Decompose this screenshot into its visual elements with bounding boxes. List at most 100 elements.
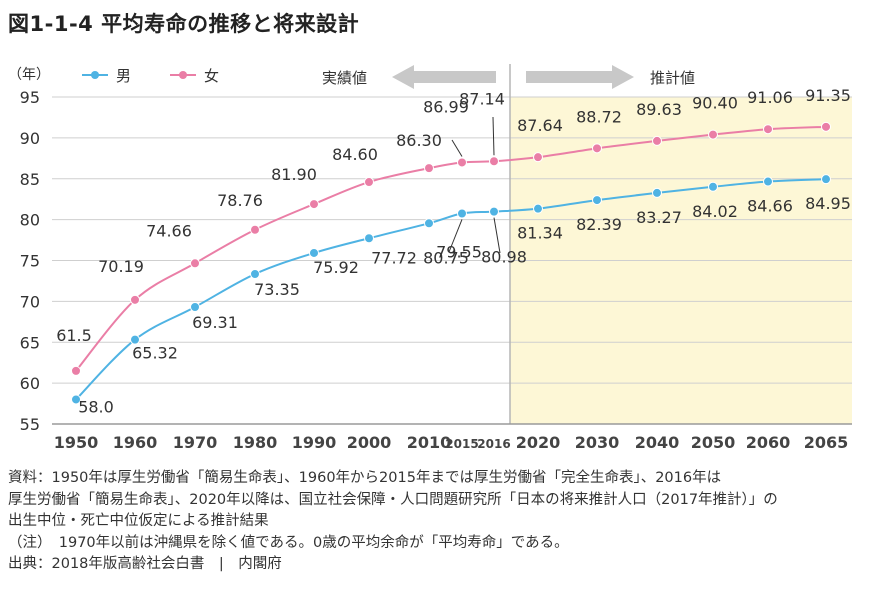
note-line: 厚生労働省「簡易生命表」、2020年以降は、国立社会保障・人口問題研究所「日本の…	[8, 491, 778, 508]
x-tick-label: 1980	[233, 433, 278, 452]
x-tick-label: 1990	[292, 433, 337, 452]
data-label-female: 90.40	[692, 94, 738, 113]
y-axis-unit: （年）	[8, 67, 50, 83]
data-label-female: 84.60	[332, 145, 378, 164]
data-point	[652, 135, 662, 146]
data-label-male: 79.55	[436, 242, 482, 261]
source-notes: 資料：1950年は厚生労働省「簡易生命表」、1960年から2015年までは厚生労…	[8, 468, 864, 576]
data-point	[130, 334, 140, 345]
data-label-male: 75.92	[313, 258, 359, 277]
data-point	[592, 143, 602, 154]
data-label-female: 78.76	[217, 191, 263, 210]
leader-line	[492, 116, 495, 156]
data-point	[457, 157, 467, 168]
data-label-male: 73.35	[254, 280, 300, 299]
x-tick-label: 2010	[407, 433, 452, 452]
data-point	[489, 156, 499, 167]
data-label-male: 84.02	[692, 202, 738, 221]
data-point	[708, 129, 718, 140]
note-line: 資料：1950年は厚生労働省「簡易生命表」、1960年から2015年までは厚生労…	[8, 470, 722, 486]
data-point	[190, 302, 200, 313]
data-point	[708, 181, 718, 192]
data-label-female: 91.35	[805, 86, 851, 105]
legend-label: 男	[116, 67, 131, 85]
y-tick-label: 90	[20, 129, 40, 148]
data-label-female: 86.99	[423, 97, 469, 116]
y-tick-label: 80	[20, 211, 40, 230]
data-label-male: 69.31	[192, 313, 238, 332]
data-label-male: 80.75	[423, 248, 469, 267]
data-point	[821, 121, 831, 132]
figure-title: 図1-1-4 平均寿命の推移と将来設計	[8, 12, 360, 36]
data-label-female: 88.72	[576, 107, 622, 126]
data-point	[130, 294, 140, 305]
y-tick-label: 75	[20, 252, 40, 271]
x-tick-label: 2016	[477, 437, 510, 451]
x-tick-label: 1960	[113, 433, 158, 452]
data-point	[592, 195, 602, 206]
leader-line	[451, 139, 463, 157]
data-label-female: 87.14	[459, 89, 505, 108]
data-point	[190, 258, 200, 269]
y-tick-label: 95	[20, 88, 40, 107]
annotation-projected: 推計値	[650, 69, 695, 87]
legend-marker	[179, 71, 187, 79]
life-expectancy-chart: 55 60 65 70 75 80 85 90 95 （年） 1950 1960 1970 1980 199…	[8, 64, 852, 452]
data-point	[71, 394, 81, 405]
x-tick-label: 1970	[173, 433, 218, 452]
data-label-female: 70.19	[98, 257, 144, 276]
data-point	[309, 247, 319, 258]
data-label-female: 91.06	[747, 88, 793, 107]
data-point	[250, 268, 260, 279]
x-tick-label: 2000	[347, 433, 392, 452]
data-label-male: 82.39	[576, 215, 622, 234]
leader-line	[493, 217, 501, 254]
note-line: 出典：2018年版高齢社会白書 | 内閣府	[8, 556, 282, 572]
x-tick-label: 2030	[575, 433, 620, 452]
legend-label: 女	[204, 67, 219, 85]
data-label-female: 74.66	[146, 221, 192, 240]
x-tick-label: 2015	[445, 437, 478, 451]
x-tick-label: 2040	[635, 433, 680, 452]
data-point	[309, 199, 319, 210]
data-label-male: 65.32	[132, 344, 178, 363]
x-tick-label: 2065	[804, 433, 849, 452]
data-point	[533, 152, 543, 163]
data-point	[424, 163, 434, 174]
x-tick-label: 2050	[691, 433, 736, 452]
data-point	[71, 365, 81, 376]
data-label-female: 86.30	[396, 131, 442, 150]
data-point	[489, 206, 499, 217]
y-tick-label: 85	[20, 170, 40, 189]
note-line: 出生中位・死亡中位仮定による推計結果	[8, 513, 269, 529]
data-point	[763, 124, 773, 135]
arrow-right-icon	[526, 65, 634, 89]
x-tick-label: 1950	[54, 433, 99, 452]
data-label-male: 84.66	[747, 197, 793, 216]
data-point	[250, 224, 260, 235]
data-label-male: 84.95	[805, 194, 851, 213]
data-point	[364, 233, 374, 244]
data-label-female: 89.63	[636, 100, 682, 119]
data-label-male: 83.27	[636, 208, 682, 227]
data-label-female: 61.5	[56, 326, 92, 345]
data-point	[652, 187, 662, 198]
x-tick-label: 2060	[746, 433, 791, 452]
y-tick-label: 60	[20, 374, 40, 393]
data-label-female: 87.64	[517, 116, 563, 135]
data-label-female: 81.90	[271, 165, 317, 184]
data-point	[457, 208, 467, 219]
data-point	[364, 177, 374, 188]
x-tick-label: 2020	[516, 433, 561, 452]
data-label-male: 80.98	[481, 248, 527, 267]
note-line: （注） 1970年以前は沖縄県を除く値である。0歳の平均余命が「平均寿命」である…	[8, 534, 569, 551]
data-label-male: 58.0	[78, 397, 114, 416]
data-point	[763, 176, 773, 187]
data-point	[424, 218, 434, 229]
data-label-male: 81.34	[517, 224, 563, 243]
y-tick-label: 55	[20, 415, 40, 434]
y-tick-label: 70	[20, 292, 40, 311]
arrow-left-icon	[392, 65, 496, 89]
legend-marker	[91, 71, 99, 79]
